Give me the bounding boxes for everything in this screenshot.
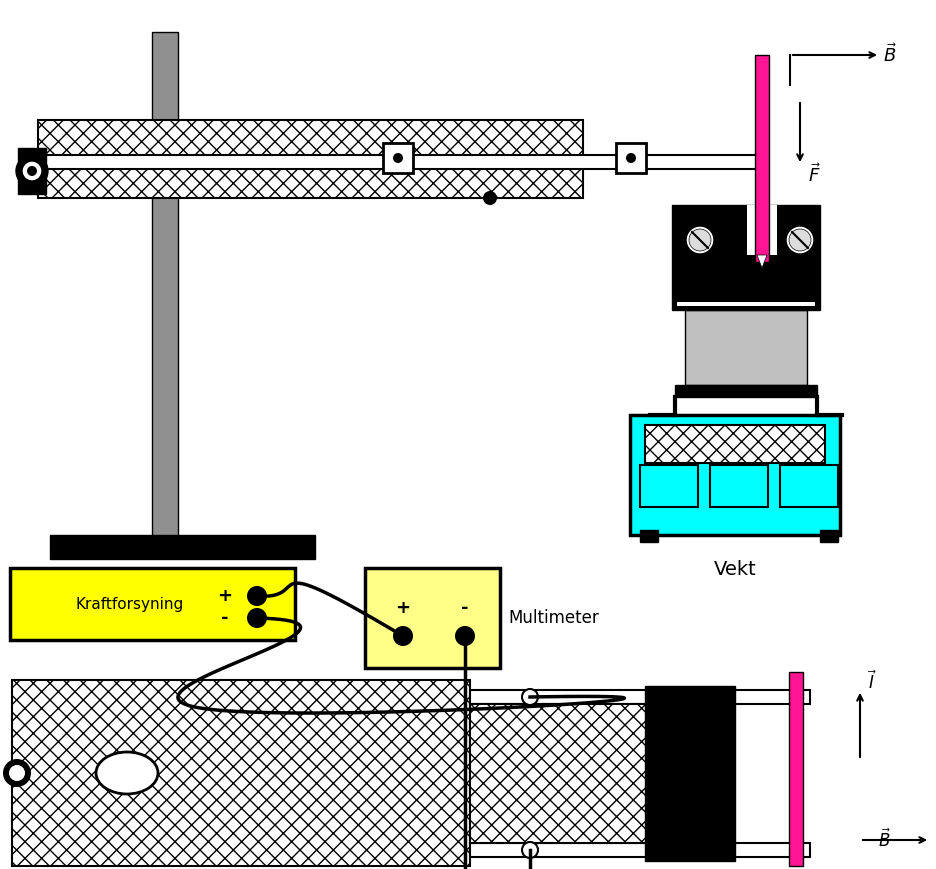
- Bar: [645, 425, 825, 463]
- Circle shape: [393, 153, 403, 163]
- Text: +: +: [217, 587, 232, 605]
- Text: -: -: [461, 599, 469, 617]
- Bar: [470, 843, 810, 857]
- Text: +: +: [396, 599, 411, 617]
- Text: Kraftforsyning: Kraftforsyning: [76, 596, 184, 612]
- Circle shape: [393, 626, 413, 646]
- Circle shape: [16, 155, 48, 187]
- Circle shape: [522, 842, 538, 858]
- Circle shape: [789, 229, 811, 251]
- Bar: [12, 680, 470, 866]
- Bar: [470, 704, 705, 843]
- Text: -: -: [221, 609, 228, 627]
- Circle shape: [247, 608, 267, 628]
- Bar: [645, 425, 825, 463]
- Circle shape: [786, 226, 814, 254]
- Bar: [675, 385, 817, 397]
- Circle shape: [9, 765, 25, 781]
- Bar: [710, 465, 768, 507]
- Text: $\vec{B}$: $\vec{B}$: [883, 43, 897, 66]
- Circle shape: [3, 759, 31, 787]
- Bar: [470, 704, 705, 843]
- Text: Vekt: Vekt: [713, 560, 756, 579]
- Bar: [152, 32, 178, 540]
- Bar: [820, 530, 838, 542]
- Circle shape: [22, 161, 42, 181]
- Circle shape: [626, 153, 636, 163]
- Text: Multimeter: Multimeter: [508, 609, 599, 627]
- Bar: [38, 155, 768, 169]
- Ellipse shape: [96, 752, 158, 794]
- Bar: [38, 120, 583, 198]
- Circle shape: [522, 689, 538, 705]
- Circle shape: [455, 626, 475, 646]
- Text: $\vec{B}$: $\vec{B}$: [878, 829, 891, 852]
- Bar: [10, 568, 295, 640]
- Bar: [677, 302, 815, 306]
- Bar: [38, 120, 583, 198]
- Circle shape: [27, 166, 37, 176]
- Bar: [50, 535, 315, 559]
- Circle shape: [686, 226, 714, 254]
- Bar: [755, 55, 769, 262]
- Circle shape: [483, 191, 497, 205]
- Text: $\vec{F}$: $\vec{F}$: [808, 163, 821, 187]
- Circle shape: [689, 229, 711, 251]
- Bar: [789, 672, 803, 866]
- Bar: [640, 530, 658, 542]
- Bar: [640, 465, 698, 507]
- Bar: [383, 143, 413, 173]
- Bar: [780, 465, 838, 507]
- Bar: [645, 686, 735, 861]
- Bar: [747, 205, 777, 255]
- Bar: [470, 690, 810, 704]
- Text: $\vec{I}$: $\vec{I}$: [868, 671, 877, 693]
- Bar: [616, 143, 646, 173]
- Bar: [630, 415, 840, 535]
- Polygon shape: [757, 255, 767, 268]
- Bar: [685, 310, 807, 385]
- Bar: [365, 568, 500, 668]
- Bar: [18, 148, 46, 194]
- Bar: [12, 680, 470, 866]
- Circle shape: [247, 586, 267, 606]
- Bar: [672, 205, 820, 310]
